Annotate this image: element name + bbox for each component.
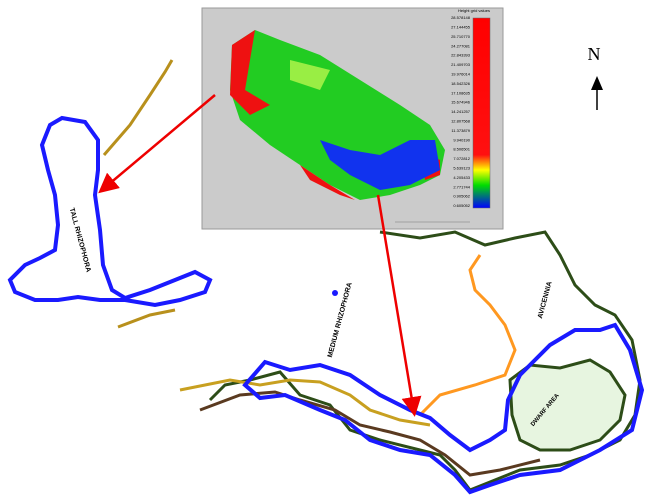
scale-label: 11.373879 [451,128,470,133]
scale-label: 12.807568 [451,118,471,123]
scale-label: 14.241257 [451,109,471,114]
scale-label: 2.771744 [453,184,470,189]
height-low [320,140,440,190]
boundary-line [102,59,174,156]
zone-label: TALL RHIZOPHORA [68,207,92,273]
pond [332,290,338,296]
scale-label: 28.578148 [451,15,471,20]
north-arrow-head [591,76,603,90]
zone-outline [242,322,645,495]
inset: Height grid values 28.578148 27.144455 25.… [201,7,504,230]
north-label: N [588,44,601,64]
pointer-arrow [376,194,422,417]
zone-label: MEDIUM RHIZOPHORA [327,282,354,359]
zone-label: AVICENNIA [537,281,554,320]
scale-labels: 28.578148 27.144455 25.710770 24.277081 22.8… [451,15,471,208]
pointer-arrow [98,94,216,194]
boundary-line [208,230,642,492]
boundary-line [418,254,517,417]
zone-outline [7,115,213,308]
scale-label: 18.542326 [451,81,471,86]
boundary-line [117,308,176,329]
scale-label: 19.976014 [451,71,471,76]
scale-label: 22.843393 [451,53,471,58]
boundary-line [179,378,431,427]
scale-label: 21.409703 [451,62,471,67]
scale-label: 4.205433 [453,175,470,180]
scale-label: 17.108635 [451,90,471,95]
boundary-line [199,390,541,477]
scale-label: 0.605052 [453,203,470,208]
scale-label: 24.277081 [451,43,471,48]
scale-label: 25.710770 [451,34,471,39]
scale-label: 8.506501 [453,147,470,152]
scale-label: 0.905062 [453,194,470,199]
zone-outline [508,358,627,452]
legend-title: Height grid values [458,8,490,13]
scale-label: 7.072812 [453,156,470,161]
color-bar [472,17,491,209]
scale-label: 9.940190 [453,137,470,142]
scale-label: 5.639123 [453,165,470,170]
height-high [230,30,270,115]
height-mid [290,60,330,90]
scale-label: 15.674946 [451,100,471,105]
scale-label: 27.144455 [451,24,471,29]
